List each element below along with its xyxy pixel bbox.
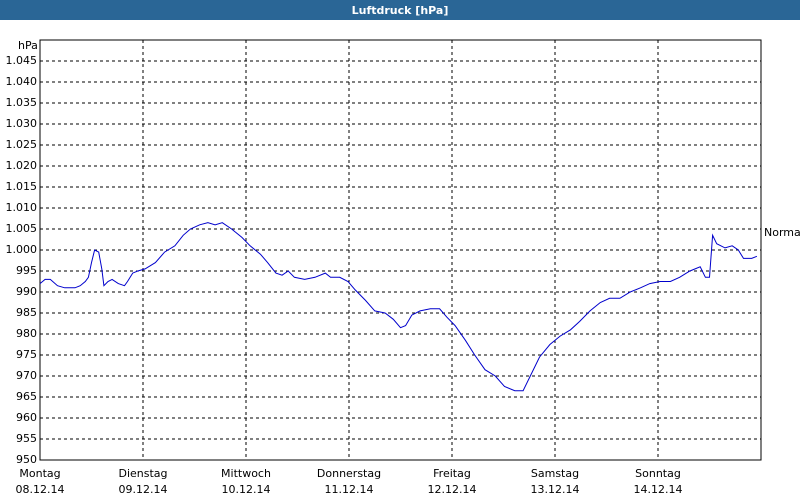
x-tick-date: 11.12.14 bbox=[325, 483, 374, 496]
x-tick-date: 10.12.14 bbox=[222, 483, 271, 496]
x-tick-date: 13.12.14 bbox=[531, 483, 580, 496]
y-tick-label: 1.035 bbox=[6, 96, 38, 109]
y-tick-label: 955 bbox=[16, 432, 37, 445]
y-tick-label: 990 bbox=[16, 285, 37, 298]
y-tick-label: 965 bbox=[16, 390, 37, 403]
y-tick-label: 985 bbox=[16, 306, 37, 319]
y-tick-label: 975 bbox=[16, 348, 37, 361]
y-tick-label: 1.000 bbox=[6, 243, 38, 256]
x-tick-label: Montag bbox=[19, 467, 60, 480]
y-tick-label: 970 bbox=[16, 369, 37, 382]
y-tick-label: 1.020 bbox=[6, 159, 38, 172]
y-tick-label: 1.010 bbox=[6, 201, 38, 214]
x-tick-label: Sonntag bbox=[635, 467, 681, 480]
plot-frame bbox=[39, 39, 762, 461]
y-tick-label: 1.045 bbox=[6, 54, 38, 67]
x-tick-date: 08.12.14 bbox=[16, 483, 65, 496]
y-tick-label: 1.030 bbox=[6, 117, 38, 130]
x-tick-label: Dienstag bbox=[118, 467, 167, 480]
x-tick-label: Donnerstag bbox=[317, 467, 381, 480]
x-tick-date: 09.12.14 bbox=[119, 483, 168, 496]
x-tick-date: 14.12.14 bbox=[634, 483, 683, 496]
x-tick-label: Freitag bbox=[433, 467, 471, 480]
x-tick-label: Mittwoch bbox=[221, 467, 271, 480]
y-unit: hPa bbox=[18, 39, 38, 52]
x-tick-date: 12.12.14 bbox=[428, 483, 477, 496]
y-tick-label: 1.025 bbox=[6, 138, 38, 151]
x-tick-label: Samstag bbox=[531, 467, 579, 480]
y-tick-label: 1.005 bbox=[6, 222, 38, 235]
data-line bbox=[39, 222, 758, 392]
y-tick-label: 995 bbox=[16, 264, 37, 277]
y-tick-label: 1.015 bbox=[6, 180, 38, 193]
chart-title: Luftdruck [hPa] bbox=[352, 4, 449, 17]
reference-label: Normal bbox=[764, 226, 800, 239]
y-tick-label: 980 bbox=[16, 327, 37, 340]
title-bar bbox=[0, 0, 800, 20]
y-tick-label: 960 bbox=[16, 411, 37, 424]
y-tick-label: 950 bbox=[16, 453, 37, 466]
y-tick-label: 1.040 bbox=[6, 75, 38, 88]
